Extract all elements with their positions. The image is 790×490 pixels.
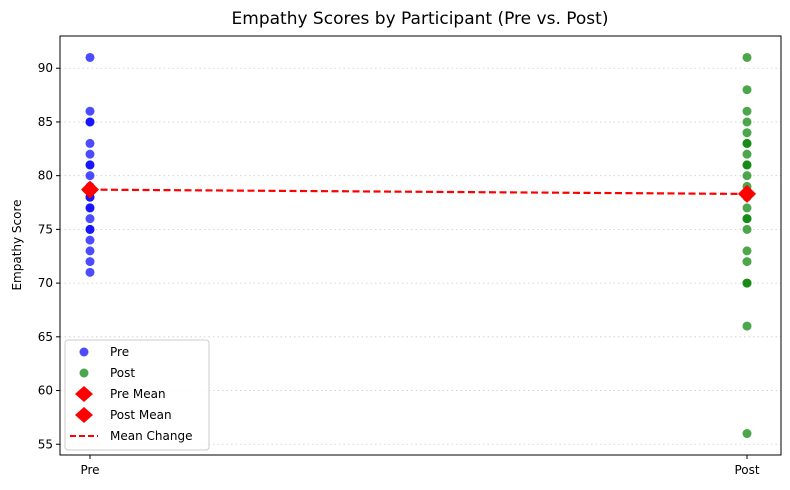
legend-marker-pre-mean — [75, 386, 93, 402]
legend-marker-post-mean — [75, 407, 93, 423]
y-tick-label: 80 — [38, 169, 53, 183]
data-point-pre — [85, 171, 95, 181]
data-point-post — [742, 52, 752, 62]
plot-area — [81, 52, 756, 439]
data-point-pre — [85, 52, 95, 62]
data-point-post — [742, 160, 752, 170]
legend-marker-pre — [79, 347, 89, 357]
axes-frame — [59, 35, 782, 456]
data-point-post — [742, 257, 752, 267]
data-point-post — [742, 138, 752, 148]
x-axis: Pre Post — [80, 455, 760, 477]
data-point-pre — [85, 138, 95, 148]
y-axis: 55 60 65 70 75 80 85 90 — [38, 61, 60, 451]
legend-box — [64, 339, 210, 451]
data-point-pre — [85, 224, 95, 234]
data-point-pre — [85, 203, 95, 213]
data-point-post — [742, 117, 752, 127]
data-point-pre — [85, 149, 95, 159]
data-point-post — [742, 214, 752, 224]
y-tick-label: 60 — [38, 384, 53, 398]
data-point-post — [742, 246, 752, 256]
legend-label-mean-change: Mean Change — [110, 429, 192, 443]
data-point-post — [742, 171, 752, 181]
post-mean-marker — [738, 184, 756, 203]
data-point-pre — [85, 246, 95, 256]
y-tick-label: 70 — [38, 276, 53, 290]
data-point-post — [742, 128, 752, 138]
legend: Pre Post Pre Mean Post Mean Mean Change — [64, 339, 210, 451]
chart-title: Empathy Scores by Participant (Pre vs. P… — [232, 9, 609, 29]
y-tick-label: 75 — [38, 222, 53, 236]
x-tick-label: Post — [734, 463, 759, 477]
data-point-pre — [85, 267, 95, 277]
data-point-post — [742, 321, 752, 331]
y-tick-label: 55 — [38, 437, 53, 451]
pre-mean-marker — [81, 180, 99, 199]
data-point-pre — [85, 160, 95, 170]
data-point-post — [742, 203, 752, 213]
legend-label-post-mean: Post Mean — [110, 408, 172, 422]
data-point-pre — [85, 235, 95, 245]
data-point-pre — [85, 214, 95, 224]
data-point-post — [742, 85, 752, 95]
legend-label-post: Post — [110, 366, 135, 380]
data-point-post — [742, 149, 752, 159]
y-tick-label: 90 — [38, 61, 53, 75]
x-tick-label: Pre — [80, 463, 99, 477]
legend-marker-post — [79, 368, 89, 378]
data-point-post — [742, 224, 752, 234]
mean-change-line — [89, 188, 748, 196]
y-axis-label: Empathy Score — [10, 199, 24, 290]
data-point-pre — [85, 257, 95, 267]
y-tick-label: 85 — [38, 115, 53, 129]
y-tick-label: 65 — [38, 330, 53, 344]
legend-label-pre-mean: Pre Mean — [110, 387, 166, 401]
data-point-post — [742, 106, 752, 116]
data-point-post — [742, 429, 752, 439]
gridlines — [60, 67, 781, 445]
data-point-post — [742, 278, 752, 288]
data-point-pre — [85, 106, 95, 116]
data-point-pre — [85, 117, 95, 127]
legend-label-pre: Pre — [110, 345, 129, 359]
